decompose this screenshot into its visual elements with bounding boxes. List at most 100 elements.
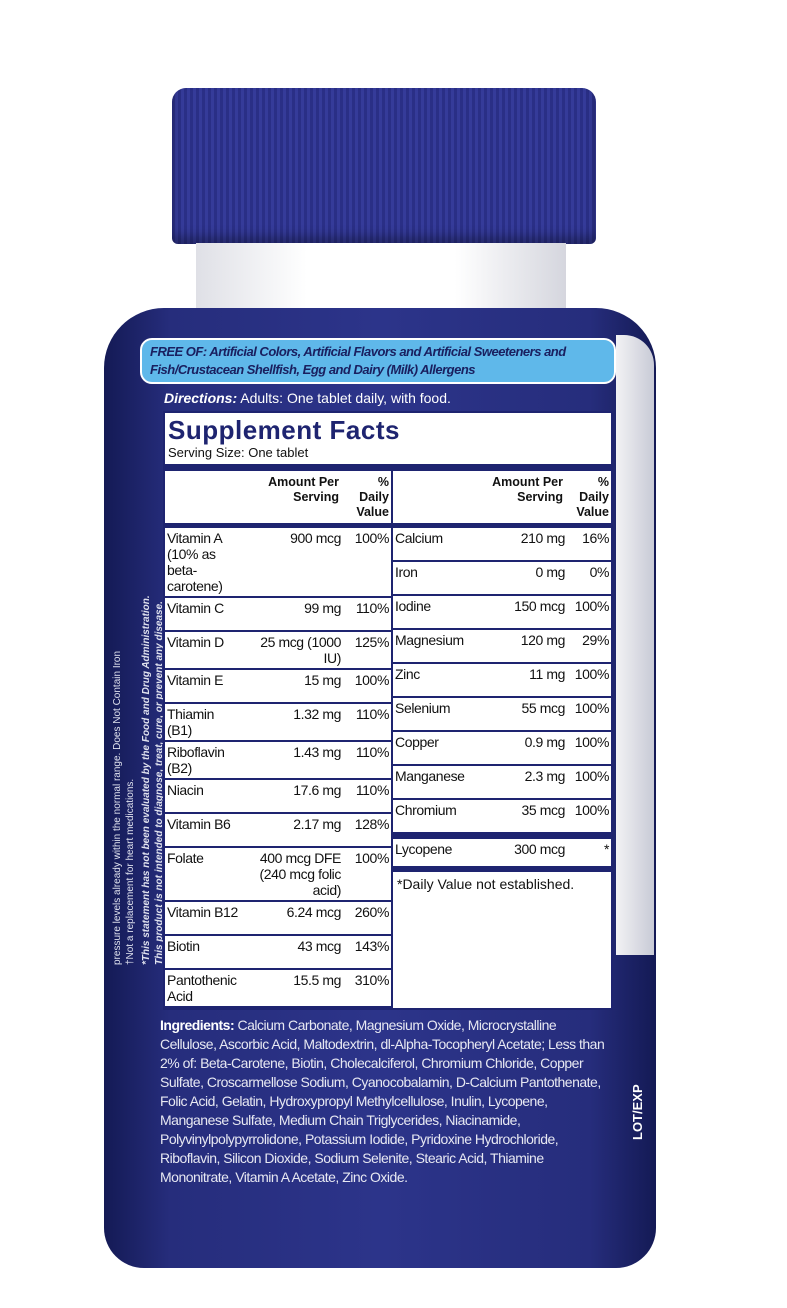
supplement-facts-panel: Supplement Facts Serving Size: One table… <box>163 411 613 1010</box>
ingredients-text: Calcium Carbonate, Magnesium Oxide, Micr… <box>160 1017 605 1185</box>
nutrient-name: Vitamin A (10% as beta-carotene) <box>167 530 223 594</box>
nutrient-amount: 15 mg <box>304 672 341 688</box>
nutrient-dv: * <box>603 841 609 857</box>
nutrient-amount: 15.5 mg <box>293 972 341 988</box>
facts-title: Supplement Facts <box>168 415 400 445</box>
nutrient-row: Vitamin A (10% as beta-carotene) 900 mcg 1… <box>165 528 391 598</box>
directions-label: Directions: <box>164 390 238 406</box>
nutrient-row: Magnesium 120 mg 29% <box>393 630 611 664</box>
facts-left-column: Amount Per Serving % Daily Value Vitamin … <box>165 471 393 1008</box>
nutrient-dv: 143% <box>354 938 390 954</box>
nutrient-amount: 400 mcg DFE (240 mcg folic acid) <box>259 850 341 898</box>
nutrient-name: Thiamin (B1) <box>167 706 214 738</box>
nutrient-row: Manganese 2.3 mg 100% <box>393 766 611 800</box>
header-dv: % Daily Value <box>576 475 609 519</box>
nutrient-dv: 100% <box>574 598 610 614</box>
nutrient-amount: 210 mg <box>520 530 566 546</box>
ingredients-label: Ingredients: <box>160 1017 235 1033</box>
nutrient-name: Vitamin B6 <box>167 816 231 832</box>
nutrient-amount: 1.43 mg <box>293 744 341 760</box>
nutrient-row: Iodine 150 mcg 100% <box>393 596 611 630</box>
nutrient-dv: 110% <box>355 600 390 616</box>
nutrient-dv: 110% <box>355 744 390 760</box>
side-label-panel <box>616 335 654 955</box>
free-of-banner: FREE OF: Artificial Colors, Artificial F… <box>140 338 616 384</box>
nutrient-name: Vitamin E <box>167 672 224 688</box>
nutrient-amount: 0.9 mg <box>524 734 566 750</box>
directions: Directions: Adults: One tablet daily, wi… <box>164 390 616 407</box>
nutrient-name: Iron <box>395 564 418 580</box>
nutrient-name: Calcium <box>395 530 443 546</box>
nutrient-dv: 100% <box>574 768 610 784</box>
nutrient-name: Copper <box>395 734 439 750</box>
nutrient-dv: 100% <box>354 530 390 546</box>
nutrient-name: Magnesium <box>395 632 464 648</box>
header-amount: Amount Per Serving <box>268 475 339 504</box>
nutrient-dv: 110% <box>355 706 390 722</box>
nutrient-amount: 99 mg <box>304 600 341 616</box>
lot-exp-label: LOT/EXP <box>630 1084 645 1140</box>
nutrient-dv: 128% <box>354 816 390 832</box>
nutrient-row: Niacin 17.6 mg 110% <box>165 780 391 814</box>
header-dv: % Daily Value <box>356 475 389 519</box>
nutrient-row: Lycopene 300 mcg * <box>393 834 611 868</box>
nutrient-name: Biotin <box>167 938 200 954</box>
nutrient-amount: 43 mcg <box>297 938 341 954</box>
nutrient-dv: 100% <box>354 672 390 688</box>
nutrient-amount: 11 mg <box>529 666 565 682</box>
nutrient-amount: 150 mcg <box>514 598 565 614</box>
facts-columns: Amount Per Serving % Daily Value Vitamin … <box>165 471 611 1008</box>
bottle-neck <box>196 243 566 315</box>
nutrient-name: Vitamin C <box>167 600 224 616</box>
nutrient-row: Zinc 11 mg 100% <box>393 664 611 698</box>
nutrient-dv: 310% <box>354 972 390 988</box>
nutrient-dv: 100% <box>574 802 610 818</box>
nutrient-dv: 100% <box>574 734 610 750</box>
nutrient-dv: 100% <box>354 850 390 866</box>
nutrient-row: Vitamin E 15 mg 100% <box>165 670 391 704</box>
nutrient-name: Lycopene <box>395 841 452 857</box>
nutrient-dv: 100% <box>574 666 610 682</box>
nutrient-amount: 2.17 mg <box>293 816 341 832</box>
bottle-cap <box>172 88 596 244</box>
nutrient-name: Manganese <box>395 768 465 784</box>
nutrient-dv: 125% <box>354 634 390 650</box>
nutrient-row: Pantothenic Acid 15.5 mg 310% <box>165 970 391 1008</box>
divider <box>165 464 611 471</box>
free-of-label: FREE OF: <box>150 344 207 359</box>
nutrient-row: Calcium 210 mg 16% <box>393 528 611 562</box>
nutrient-row: Folate 400 mcg DFE (240 mcg folic acid) 10… <box>165 848 391 902</box>
nutrient-amount: 900 mcg <box>290 530 341 546</box>
header-amount: Amount Per Serving <box>492 475 563 504</box>
nutrient-name: Vitamin B12 <box>167 904 238 920</box>
nutrient-amount: 17.6 mg <box>293 782 341 798</box>
nutrient-row: Chromium 35 mcg 100% <box>393 800 611 834</box>
nutrient-amount: 0 mg <box>535 564 565 580</box>
nutrient-amount: 55 mcg <box>521 700 565 716</box>
nutrient-row: Biotin 43 mcg 143% <box>165 936 391 970</box>
nutrient-row: Copper 0.9 mg 100% <box>393 732 611 766</box>
nutrient-name: Zinc <box>395 666 420 682</box>
free-of-text: Artificial Colors, Artificial Flavors an… <box>150 344 566 377</box>
nutrient-name: Folate <box>167 850 204 866</box>
nutrient-dv: 0% <box>589 564 610 580</box>
nutrient-name: Pantothenic Acid <box>167 972 237 1004</box>
ingredients: Ingredients: Calcium Carbonate, Magnesiu… <box>160 1016 615 1187</box>
serving-size: Serving Size: One tablet <box>168 445 309 460</box>
nutrient-amount: 300 mcg <box>514 841 565 857</box>
nutrient-name: Chromium <box>395 802 457 818</box>
facts-right-column: Amount Per Serving % Daily Value Calcium 2… <box>393 471 611 1008</box>
nutrient-dv: 16% <box>582 530 609 546</box>
nutrient-row: Riboflavin (B2) 1.43 mg 110% <box>165 742 391 780</box>
nutrient-dv: 260% <box>354 904 390 920</box>
nutrient-row: Selenium 55 mcg 100% <box>393 698 611 732</box>
nutrient-amount: 35 mcg <box>521 802 565 818</box>
footnote: *Daily Value not established. <box>393 868 611 897</box>
nutrient-row: Vitamin D 25 mcg (1000 IU) 125% <box>165 632 391 670</box>
nutrient-row: Thiamin (B1) 1.32 mg 110% <box>165 704 391 742</box>
nutrient-amount: 6.24 mcg <box>286 904 342 920</box>
nutrient-name: Riboflavin (B2) <box>167 744 225 776</box>
nutrient-amount: 2.3 mg <box>524 768 566 784</box>
side-note-1: †Not a replacement for heart medications… <box>125 778 136 965</box>
nutrient-row: Iron 0 mg 0% <box>393 562 611 596</box>
